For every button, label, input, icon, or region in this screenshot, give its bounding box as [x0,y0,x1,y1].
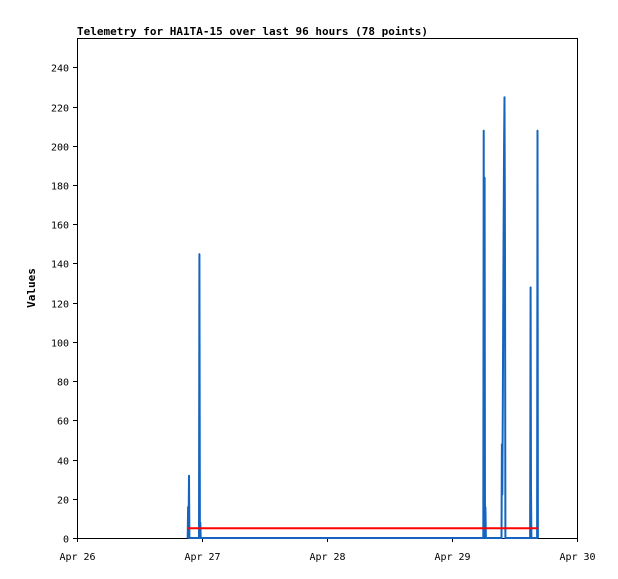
plot-area [77,38,578,539]
data-point [198,253,200,255]
series-layer [186,96,539,539]
data-point [530,286,532,288]
data-point [503,96,506,98]
data-point [482,537,484,539]
data-point [484,537,486,539]
data-point [530,488,532,490]
data-point [187,527,189,529]
data-point [503,141,505,143]
data-point [501,494,503,496]
y-tick-label: 40 [57,457,69,468]
series-1 [187,527,539,530]
data-point [504,253,506,255]
y-tick-label: 20 [57,496,69,507]
x-tick-label: Apr 26 [59,552,95,563]
data-point [537,527,539,529]
data-point [198,537,200,539]
y-tick-label: 160 [51,221,69,232]
data-point [504,537,506,539]
data-point [187,537,190,539]
y-tick-label: 200 [51,143,69,154]
data-point [484,506,486,508]
x-tick-label: Apr 28 [309,552,345,563]
data-point [188,474,190,476]
y-tick-label: 180 [51,182,69,193]
x-tick-label: Apr 27 [184,552,220,563]
data-point [503,229,505,231]
data-point [530,537,533,539]
y-axis: 0 20 40 60 80 100 120 140 160 180 200 220 240 [51,64,77,546]
data-point [483,129,485,131]
data-point [501,443,503,445]
x-tick-label: Apr 29 [434,552,470,563]
x-axis: Apr 26 Apr 27 Apr 28 Apr 29 Apr 30 [59,538,596,563]
data-point [529,537,531,539]
series-0 [186,96,539,539]
y-tick-label: 240 [51,64,69,75]
chart-title: Telemetry for HA1TA-15 over last 96 hour… [77,25,428,38]
data-point [537,537,539,539]
y-tick-label: 140 [51,260,69,271]
x-tick-label: Apr 30 [559,552,595,563]
data-point [502,406,504,408]
data-point [485,537,487,539]
y-tick-label: 80 [57,378,69,389]
data-point [500,537,503,539]
y-tick-label: 100 [51,339,69,350]
data-point [200,537,202,539]
y-tick-label: 0 [63,535,69,546]
y-axis-label: Values [25,268,38,308]
y-tick-label: 220 [51,104,69,115]
data-point [188,537,190,539]
data-point [484,176,486,178]
y-tick-label: 60 [57,417,69,428]
y-tick-label: 120 [51,300,69,311]
data-point [199,521,201,523]
data-point [536,129,539,131]
data-point [187,506,189,508]
series-line [186,96,539,539]
data-point [502,317,504,319]
